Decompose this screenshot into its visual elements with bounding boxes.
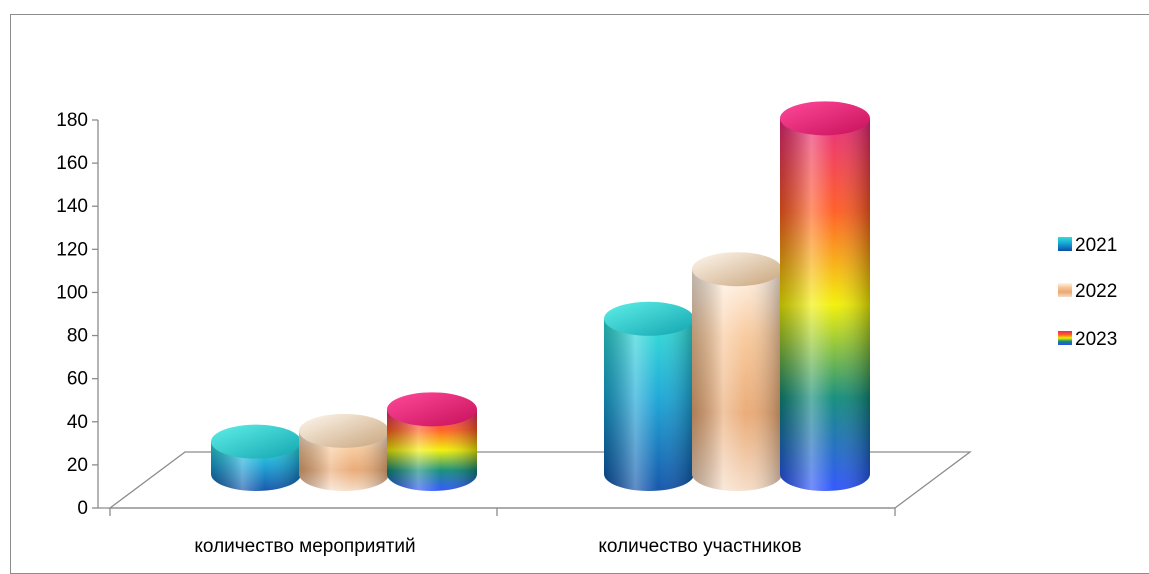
category-label: количество мероприятий xyxy=(194,536,415,557)
y-tick-label: 120 xyxy=(56,239,88,260)
y-tick-label: 0 xyxy=(77,498,88,519)
legend-item-2021: 2021 xyxy=(1058,235,1117,256)
y-tick-label: 160 xyxy=(56,153,88,174)
y-tick-label: 60 xyxy=(67,369,88,390)
legend-swatch xyxy=(1058,331,1072,345)
legend-label: 2022 xyxy=(1075,281,1117,302)
bar-2022-events xyxy=(299,413,389,491)
bar-2021-events xyxy=(211,424,301,491)
bar-2022-participants xyxy=(692,252,782,491)
y-tick-label: 20 xyxy=(67,455,88,476)
y-tick-label: 40 xyxy=(67,412,88,433)
legend-label: 2023 xyxy=(1075,329,1117,350)
legend-item-2022: 2022 xyxy=(1058,281,1117,302)
bar-2023-participants xyxy=(780,101,870,491)
bar-2023-events xyxy=(387,392,477,491)
bar-2021-participants xyxy=(604,301,694,491)
legend-swatch xyxy=(1058,237,1072,251)
y-tick-label: 180 xyxy=(56,110,88,131)
legend-swatch xyxy=(1058,283,1072,297)
legend: 2021 2022 2023 xyxy=(1058,235,1117,350)
legend-label: 2021 xyxy=(1075,235,1117,256)
y-tick-label: 140 xyxy=(56,196,88,217)
chart-area: 0 20 40 60 80 100 120 140 160 180 количество меро… xyxy=(56,101,1117,557)
y-tick-label: 100 xyxy=(56,282,88,303)
y-tick-label: 80 xyxy=(67,326,88,347)
category-label: количество участников xyxy=(598,536,801,557)
legend-item-2023: 2023 xyxy=(1058,329,1117,350)
